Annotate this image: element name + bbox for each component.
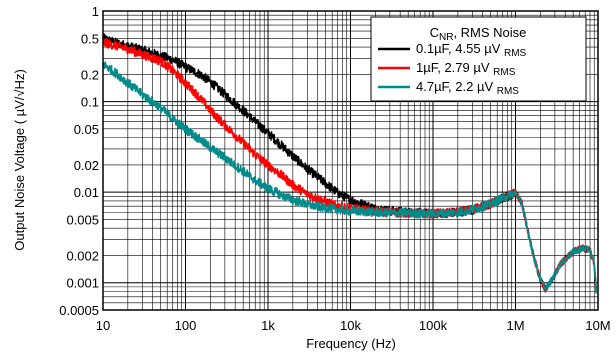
series-lines — [102, 33, 597, 294]
x-tick-label: 10k — [340, 318, 361, 333]
legend-title: CNR, RMS Noise — [430, 25, 527, 43]
y-tick-label: 0.02 — [74, 158, 99, 173]
x-tick-label: 1k — [261, 318, 275, 333]
y-tick-label: 0.1 — [81, 95, 99, 110]
y-tick-label: 1 — [92, 4, 99, 19]
series-line-3 — [102, 61, 597, 294]
legend-label-3: 4.7µF, 2.2 µV RMS — [416, 79, 519, 97]
y-tick-label: 0.2 — [81, 67, 99, 82]
y-tick-label: 0.005 — [66, 212, 99, 227]
x-tick-label: 1M — [506, 318, 524, 333]
legend-label-2: 1µF, 2.79 µV RMS — [416, 60, 516, 78]
x-tick-label: 100k — [419, 318, 448, 333]
y-tick-label: 0.001 — [66, 276, 99, 291]
tick-labels: 10 100 1k 10k 100k 1M 10M 1 0.5 0.2 0.1 0.05 0.02 0.0… — [59, 4, 610, 333]
x-tick-label: 10 — [96, 318, 110, 333]
y-axis-label: Output Noise Voltage ( µV/√Hz) — [12, 69, 27, 251]
plot-frame — [102, 10, 599, 311]
x-tick-label: 10M — [585, 318, 610, 333]
x-tick-label: 100 — [175, 318, 197, 333]
x-axis-label: Frequency (Hz) — [306, 336, 396, 351]
y-tick-label: 0.002 — [66, 248, 99, 263]
y-tick-label: 0.5 — [81, 31, 99, 46]
legend-label-1: 0.1µF, 4.55 µV RMS — [416, 41, 527, 59]
y-tick-label: 0.0005 — [59, 303, 99, 318]
y-tick-label: 0.05 — [74, 122, 99, 137]
y-tick-label: 0.01 — [74, 185, 99, 200]
